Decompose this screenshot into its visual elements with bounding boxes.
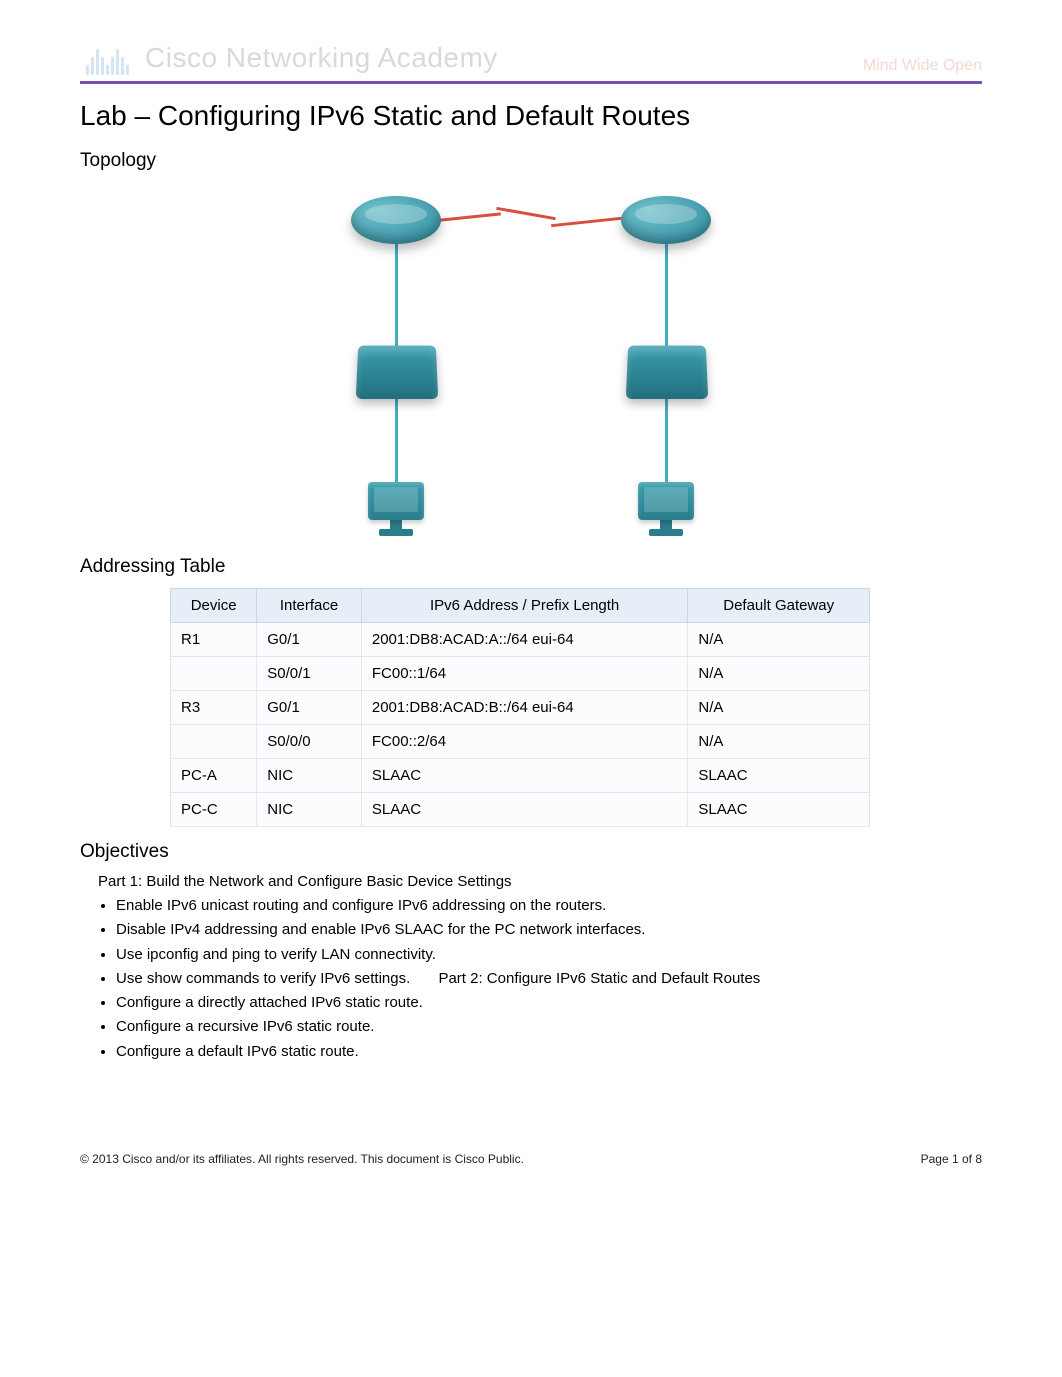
cell: NIC bbox=[257, 759, 362, 793]
cell: G0/1 bbox=[257, 691, 362, 725]
list-item: Use show commands to verify IPv6 setting… bbox=[116, 969, 982, 989]
copyright: © 2013 Cisco and/or its affiliates. All … bbox=[80, 1152, 524, 1166]
cell: S0/0/1 bbox=[257, 657, 362, 691]
link-ethernet bbox=[665, 396, 668, 486]
table-header-row: Device Interface IPv6 Address / Prefix L… bbox=[171, 589, 870, 623]
list-item: Configure a default IPv6 static route. bbox=[116, 1042, 982, 1062]
list-item: Configure a directly attached IPv6 stati… bbox=[116, 993, 982, 1013]
list-item: Configure a recursive IPv6 static route. bbox=[116, 1017, 982, 1037]
brand-text: Cisco Networking Academy bbox=[145, 42, 498, 74]
switch-s3-icon bbox=[626, 346, 708, 399]
cell: FC00::2/64 bbox=[361, 725, 688, 759]
addressing-table-body: R1 G0/1 2001:DB8:ACAD:A::/64 eui-64 N/A … bbox=[171, 623, 870, 827]
list-item-text: Use show commands to verify IPv6 setting… bbox=[116, 970, 410, 987]
list-item: Disable IPv4 addressing and enable IPv6 … bbox=[116, 920, 982, 940]
cell: NIC bbox=[257, 793, 362, 827]
table-row: PC-A NIC SLAAC SLAAC bbox=[171, 759, 870, 793]
table-row: PC-C NIC SLAAC SLAAC bbox=[171, 793, 870, 827]
col-address: IPv6 Address / Prefix Length bbox=[361, 589, 688, 623]
pc-a-icon bbox=[361, 482, 431, 538]
tagline: Mind Wide Open bbox=[863, 57, 982, 75]
router-r3-icon bbox=[621, 196, 711, 244]
col-device: Device bbox=[171, 589, 257, 623]
cell: 2001:DB8:ACAD:A::/64 eui-64 bbox=[361, 623, 688, 657]
link-serial bbox=[431, 212, 501, 222]
topology-diagram bbox=[321, 182, 741, 542]
list-item: Use ipconfig and ping to verify LAN conn… bbox=[116, 945, 982, 965]
addressing-table: Device Interface IPv6 Address / Prefix L… bbox=[170, 588, 870, 827]
cell: R1 bbox=[171, 623, 257, 657]
part2-title: Part 2: Configure IPv6 Static and Defaul… bbox=[438, 970, 760, 987]
link-serial bbox=[551, 216, 631, 227]
cell bbox=[171, 725, 257, 759]
cell: PC-C bbox=[171, 793, 257, 827]
cell: N/A bbox=[688, 657, 870, 691]
pc-c-icon bbox=[631, 482, 701, 538]
switch-s1-icon bbox=[356, 346, 438, 399]
cell: N/A bbox=[688, 691, 870, 725]
col-interface: Interface bbox=[257, 589, 362, 623]
cell: SLAAC bbox=[361, 793, 688, 827]
logo-area: Cisco Networking Academy bbox=[80, 40, 498, 75]
cell: N/A bbox=[688, 623, 870, 657]
cell: 2001:DB8:ACAD:B::/64 eui-64 bbox=[361, 691, 688, 725]
cell: N/A bbox=[688, 725, 870, 759]
table-row: R1 G0/1 2001:DB8:ACAD:A::/64 eui-64 N/A bbox=[171, 623, 870, 657]
header-bar: Cisco Networking Academy Mind Wide Open bbox=[80, 40, 982, 84]
link-ethernet bbox=[665, 240, 668, 348]
cell: FC00::1/64 bbox=[361, 657, 688, 691]
table-row: S0/0/0 FC00::2/64 N/A bbox=[171, 725, 870, 759]
link-serial bbox=[496, 207, 556, 220]
cell: SLAAC bbox=[688, 793, 870, 827]
part1-list: Enable IPv6 unicast routing and configur… bbox=[98, 896, 982, 989]
cell: SLAAC bbox=[361, 759, 688, 793]
page-title: Lab – Configuring IPv6 Static and Defaul… bbox=[80, 100, 982, 132]
cell: SLAAC bbox=[688, 759, 870, 793]
section-addressing: Addressing Table bbox=[80, 556, 982, 578]
table-row: R3 G0/1 2001:DB8:ACAD:B::/64 eui-64 N/A bbox=[171, 691, 870, 725]
page-footer: © 2013 Cisco and/or its affiliates. All … bbox=[80, 1152, 982, 1166]
cell: R3 bbox=[171, 691, 257, 725]
cell bbox=[171, 657, 257, 691]
section-topology: Topology bbox=[80, 150, 982, 172]
link-ethernet bbox=[395, 240, 398, 348]
list-item: Enable IPv6 unicast routing and configur… bbox=[116, 896, 982, 916]
cisco-logo-icon bbox=[80, 40, 135, 75]
col-gateway: Default Gateway bbox=[688, 589, 870, 623]
part1-title: Part 1: Build the Network and Configure … bbox=[98, 873, 982, 890]
router-r1-icon bbox=[351, 196, 441, 244]
cell: PC-A bbox=[171, 759, 257, 793]
link-ethernet bbox=[395, 396, 398, 486]
part2-list: Configure a directly attached IPv6 stati… bbox=[98, 993, 982, 1062]
table-row: S0/0/1 FC00::1/64 N/A bbox=[171, 657, 870, 691]
page-number: Page 1 of 8 bbox=[921, 1152, 982, 1166]
section-objectives: Objectives bbox=[80, 841, 982, 863]
cell: S0/0/0 bbox=[257, 725, 362, 759]
cell: G0/1 bbox=[257, 623, 362, 657]
